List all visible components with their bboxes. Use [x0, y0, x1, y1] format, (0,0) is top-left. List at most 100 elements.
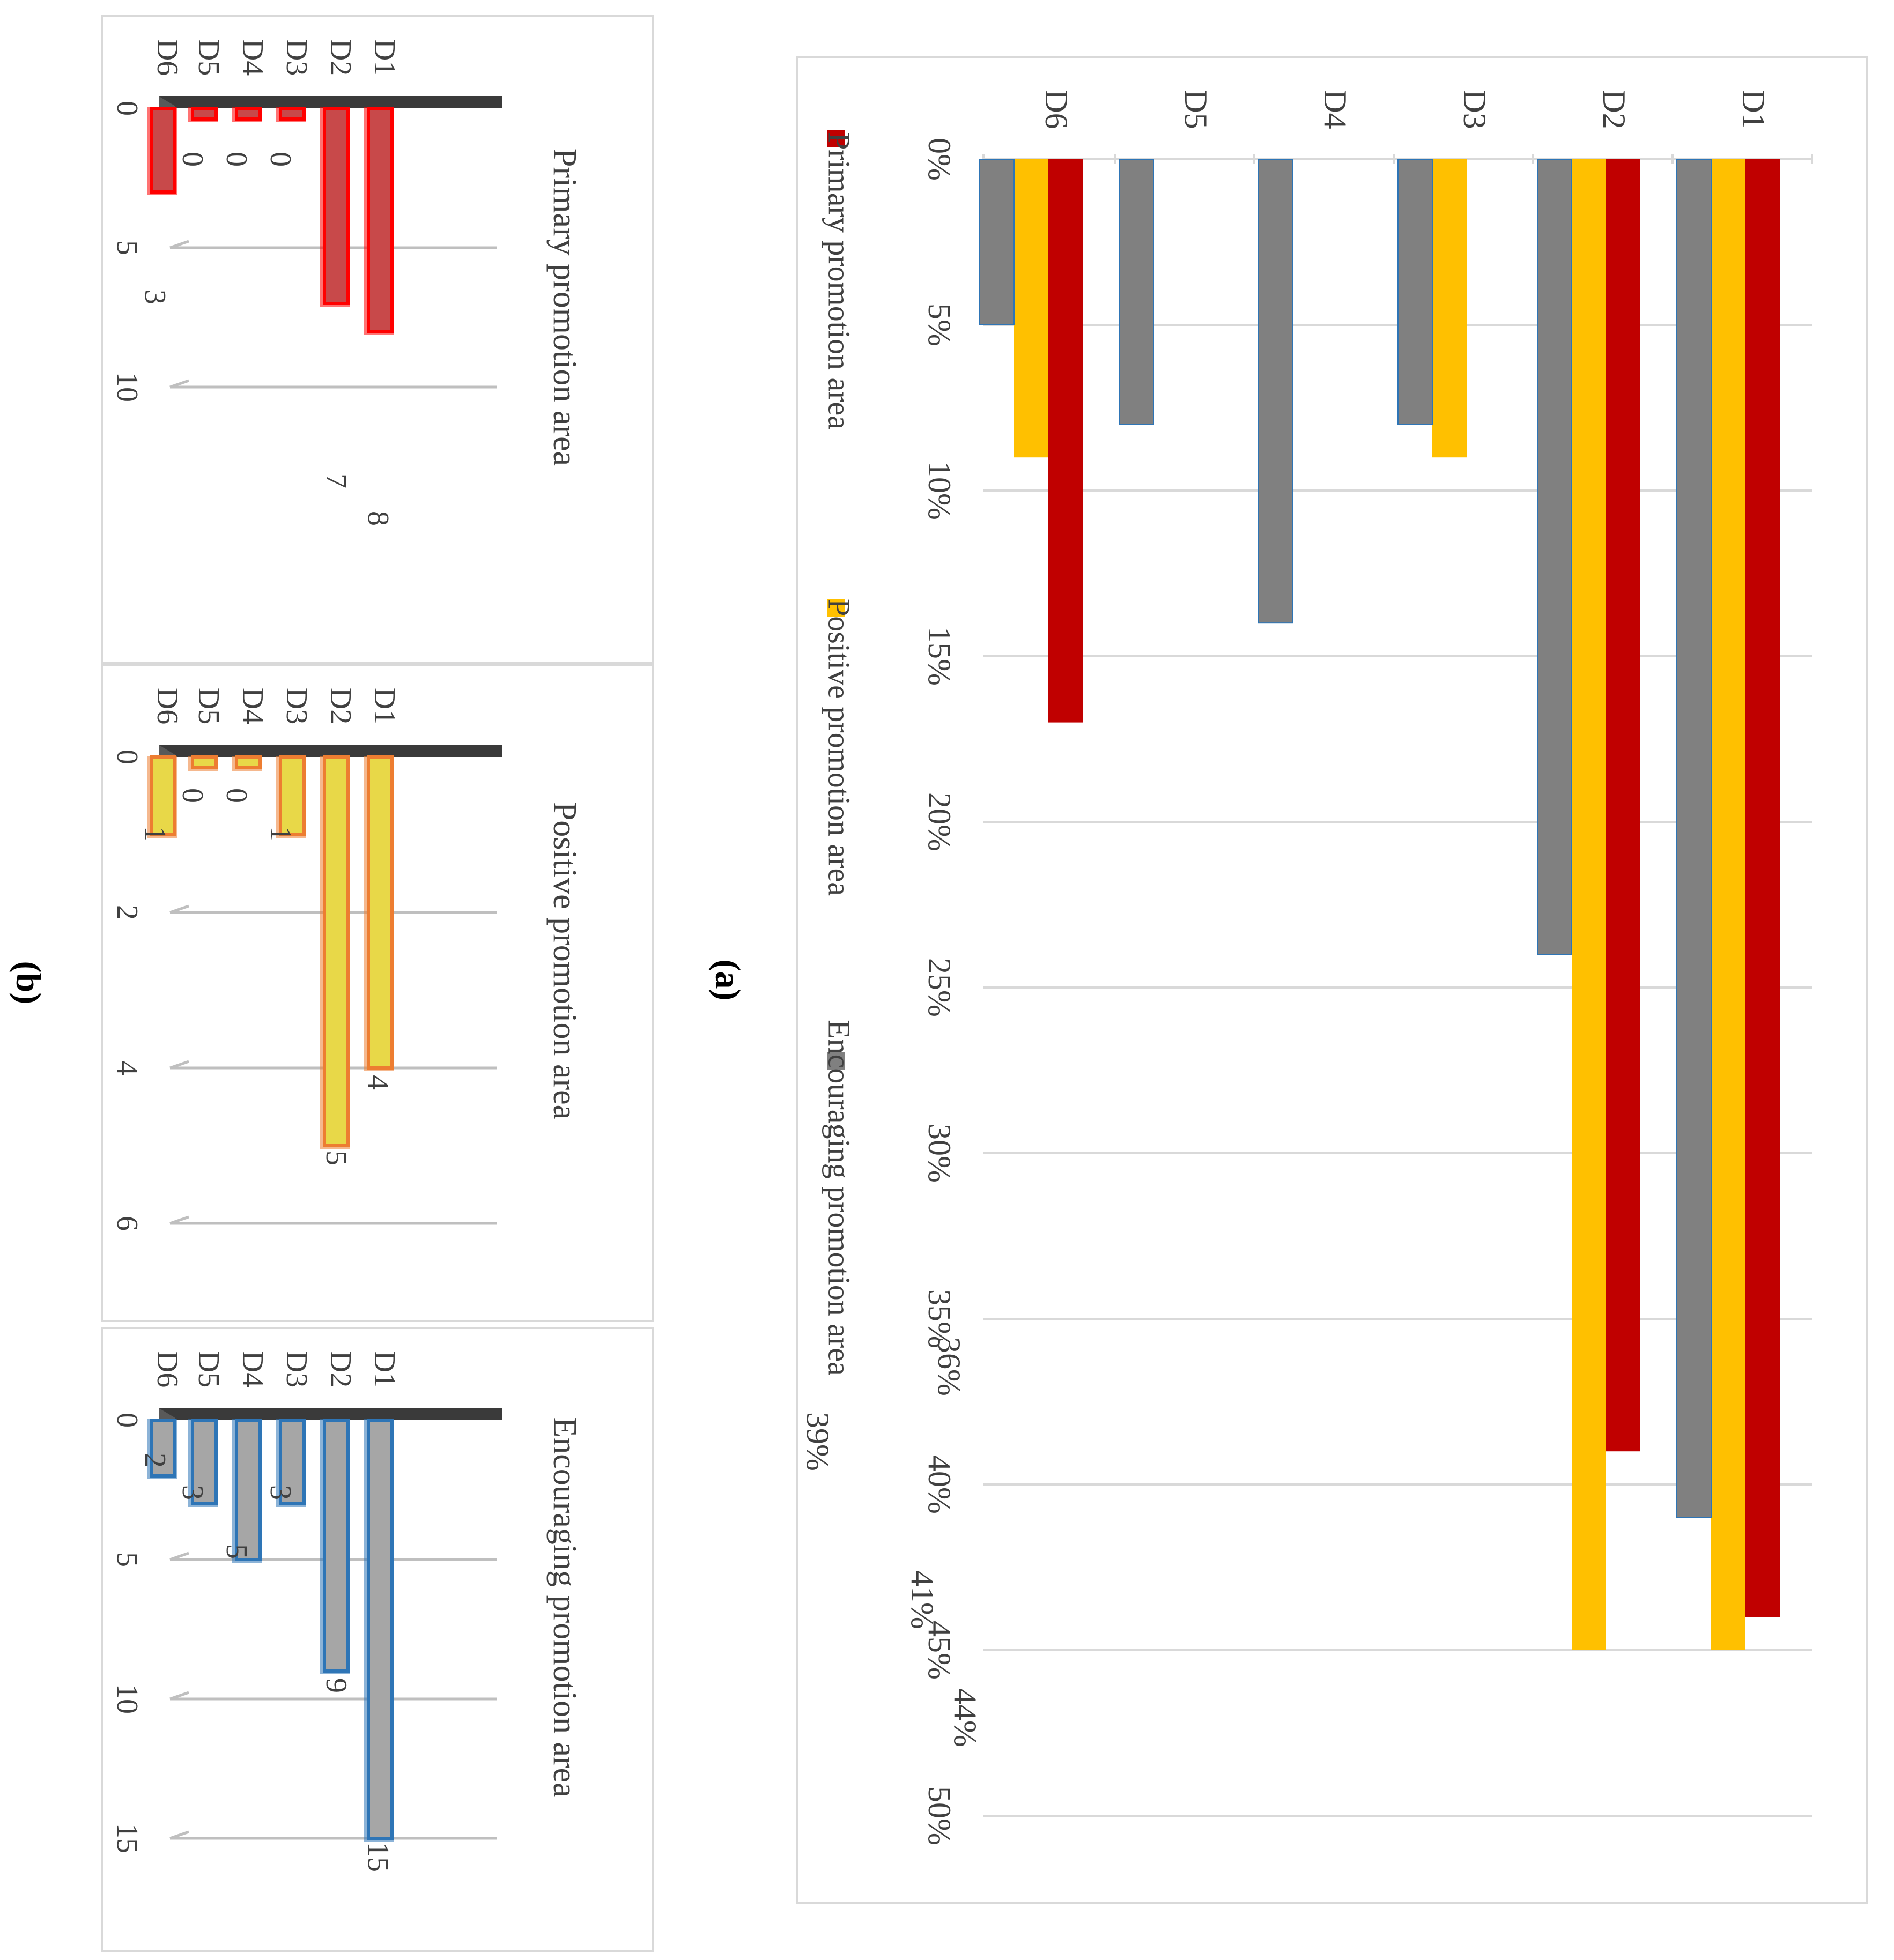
- value-tick-label: 0: [110, 749, 144, 764]
- bar: [367, 755, 394, 1070]
- chart-title: Positive promotion area: [546, 802, 583, 1119]
- value-tick-label: 10: [110, 372, 144, 402]
- chart-title: Primary promotion area: [546, 149, 583, 466]
- data-label: 39%: [800, 1412, 835, 1471]
- data-label: 0: [220, 788, 253, 803]
- data-label: 41%: [905, 1570, 940, 1629]
- caption-a-text: (a): [708, 959, 748, 1001]
- category-label: D5: [192, 1351, 225, 1387]
- category-label: D3: [280, 1351, 313, 1387]
- value-tick-label: 40%: [922, 1455, 957, 1514]
- value-tick-label: 20%: [922, 792, 957, 851]
- gridline-depth: [169, 1215, 189, 1225]
- bar: [979, 159, 1015, 325]
- gridline-depth: [169, 1551, 189, 1561]
- chart-b1-svg: Primary promotion area 0 5 10 D1 8 D2 7 D3 0 D4 0 D5…: [110, 39, 583, 526]
- caption-a: (a): [707, 960, 748, 1001]
- bar: [323, 755, 350, 1147]
- value-tick-label: 45%: [922, 1621, 957, 1680]
- caption-b-text: (b): [9, 961, 48, 1005]
- bar: [1048, 159, 1083, 723]
- bar: [1572, 159, 1606, 1650]
- value-tick-label: 15: [110, 1823, 144, 1853]
- chart-floor: [159, 96, 502, 108]
- bar: [367, 1419, 394, 1840]
- chart-floor: [159, 1408, 502, 1420]
- chart-b3-svg: Encouraging promotion area 0 5 10 15 D1 15 D2 9 D…: [110, 1351, 583, 1872]
- bar: [150, 107, 176, 194]
- legend-swatch-2: [827, 599, 845, 617]
- data-label: 1: [138, 826, 172, 841]
- data-label: 7: [320, 473, 353, 488]
- category-label: D4: [236, 1351, 269, 1387]
- bar: [235, 755, 262, 769]
- gridline-depth: [169, 379, 189, 389]
- legend-swatch-1: [827, 130, 845, 147]
- value-tick-label: 4: [110, 1060, 144, 1075]
- bar: [279, 755, 306, 836]
- data-label: 2: [138, 1453, 172, 1468]
- bar: [1397, 159, 1433, 425]
- gridline-depth: [169, 1691, 189, 1701]
- chart-title: Encouraging promotion area: [546, 1417, 583, 1797]
- bar: [1432, 159, 1467, 458]
- category-label: D1: [368, 688, 401, 724]
- category-label: D2: [1596, 90, 1632, 129]
- gridline-depth: [169, 1060, 189, 1070]
- bar: [1258, 159, 1293, 624]
- value-tick-label: 0%: [922, 138, 957, 181]
- data-label: 15: [361, 1842, 395, 1872]
- data-label: 4: [361, 1075, 395, 1090]
- chart-floor: [159, 745, 502, 757]
- value-tick-label: 5: [110, 1552, 144, 1567]
- gridline-depth: [169, 904, 189, 914]
- data-label: 3: [138, 289, 172, 305]
- legend-swatch-3: [827, 1052, 845, 1070]
- category-label: D2: [324, 1351, 357, 1387]
- data-label: 1: [264, 826, 297, 841]
- gridline-depth: [169, 240, 189, 249]
- data-label: 5: [320, 1150, 353, 1165]
- bar: [279, 1419, 306, 1505]
- chart-b3-panel: Encouraging promotion area 0 5 10 15 D1 15 D2 9 D…: [101, 1327, 654, 1952]
- bar: [191, 1419, 218, 1505]
- value-tick-label: 25%: [922, 958, 957, 1017]
- bar: [235, 107, 262, 121]
- bar: [191, 755, 218, 769]
- data-label: 0: [264, 152, 297, 167]
- data-label: 0: [176, 788, 209, 803]
- category-label: D6: [151, 1351, 184, 1387]
- category-label: D5: [192, 39, 225, 76]
- category-label: D4: [236, 39, 269, 76]
- category-label: D3: [1457, 90, 1492, 129]
- data-label: 9: [320, 1678, 353, 1693]
- bar: [235, 1419, 262, 1561]
- value-tick-label: 5: [110, 240, 144, 255]
- category-label: D3: [280, 39, 313, 76]
- value-tick-label: 0: [110, 101, 144, 116]
- category-label: D1: [1736, 90, 1771, 129]
- category-label: D3: [280, 688, 313, 724]
- data-label: 44%: [948, 1688, 983, 1747]
- value-tick-label: 6: [110, 1216, 144, 1231]
- bar: [279, 107, 306, 121]
- category-label: D1: [368, 39, 401, 76]
- value-tick-label: 50%: [922, 1786, 957, 1845]
- category-label: D6: [1039, 90, 1074, 129]
- category-label: D2: [324, 39, 357, 76]
- bar: [367, 107, 394, 333]
- bar: [150, 755, 176, 836]
- gridline-depth: [169, 1830, 189, 1840]
- data-label: 3: [264, 1485, 297, 1500]
- category-label: D5: [192, 688, 225, 724]
- data-label: 36%: [931, 1337, 967, 1396]
- data-label: 3: [176, 1485, 209, 1500]
- legend-label-2: Positive promotion area: [822, 599, 857, 896]
- data-label: 0: [220, 152, 253, 167]
- chart-a-svg: 0% 5% 10% 15% 20% 25% 30% 35% 40% 45% 50% D1 D2 D3 D4 D…: [171, 90, 1813, 1845]
- bar: [1676, 159, 1712, 1518]
- category-label: D5: [1178, 90, 1214, 129]
- bar: [1119, 159, 1154, 425]
- category-label: D1: [368, 1351, 401, 1387]
- category-label: D6: [151, 39, 184, 76]
